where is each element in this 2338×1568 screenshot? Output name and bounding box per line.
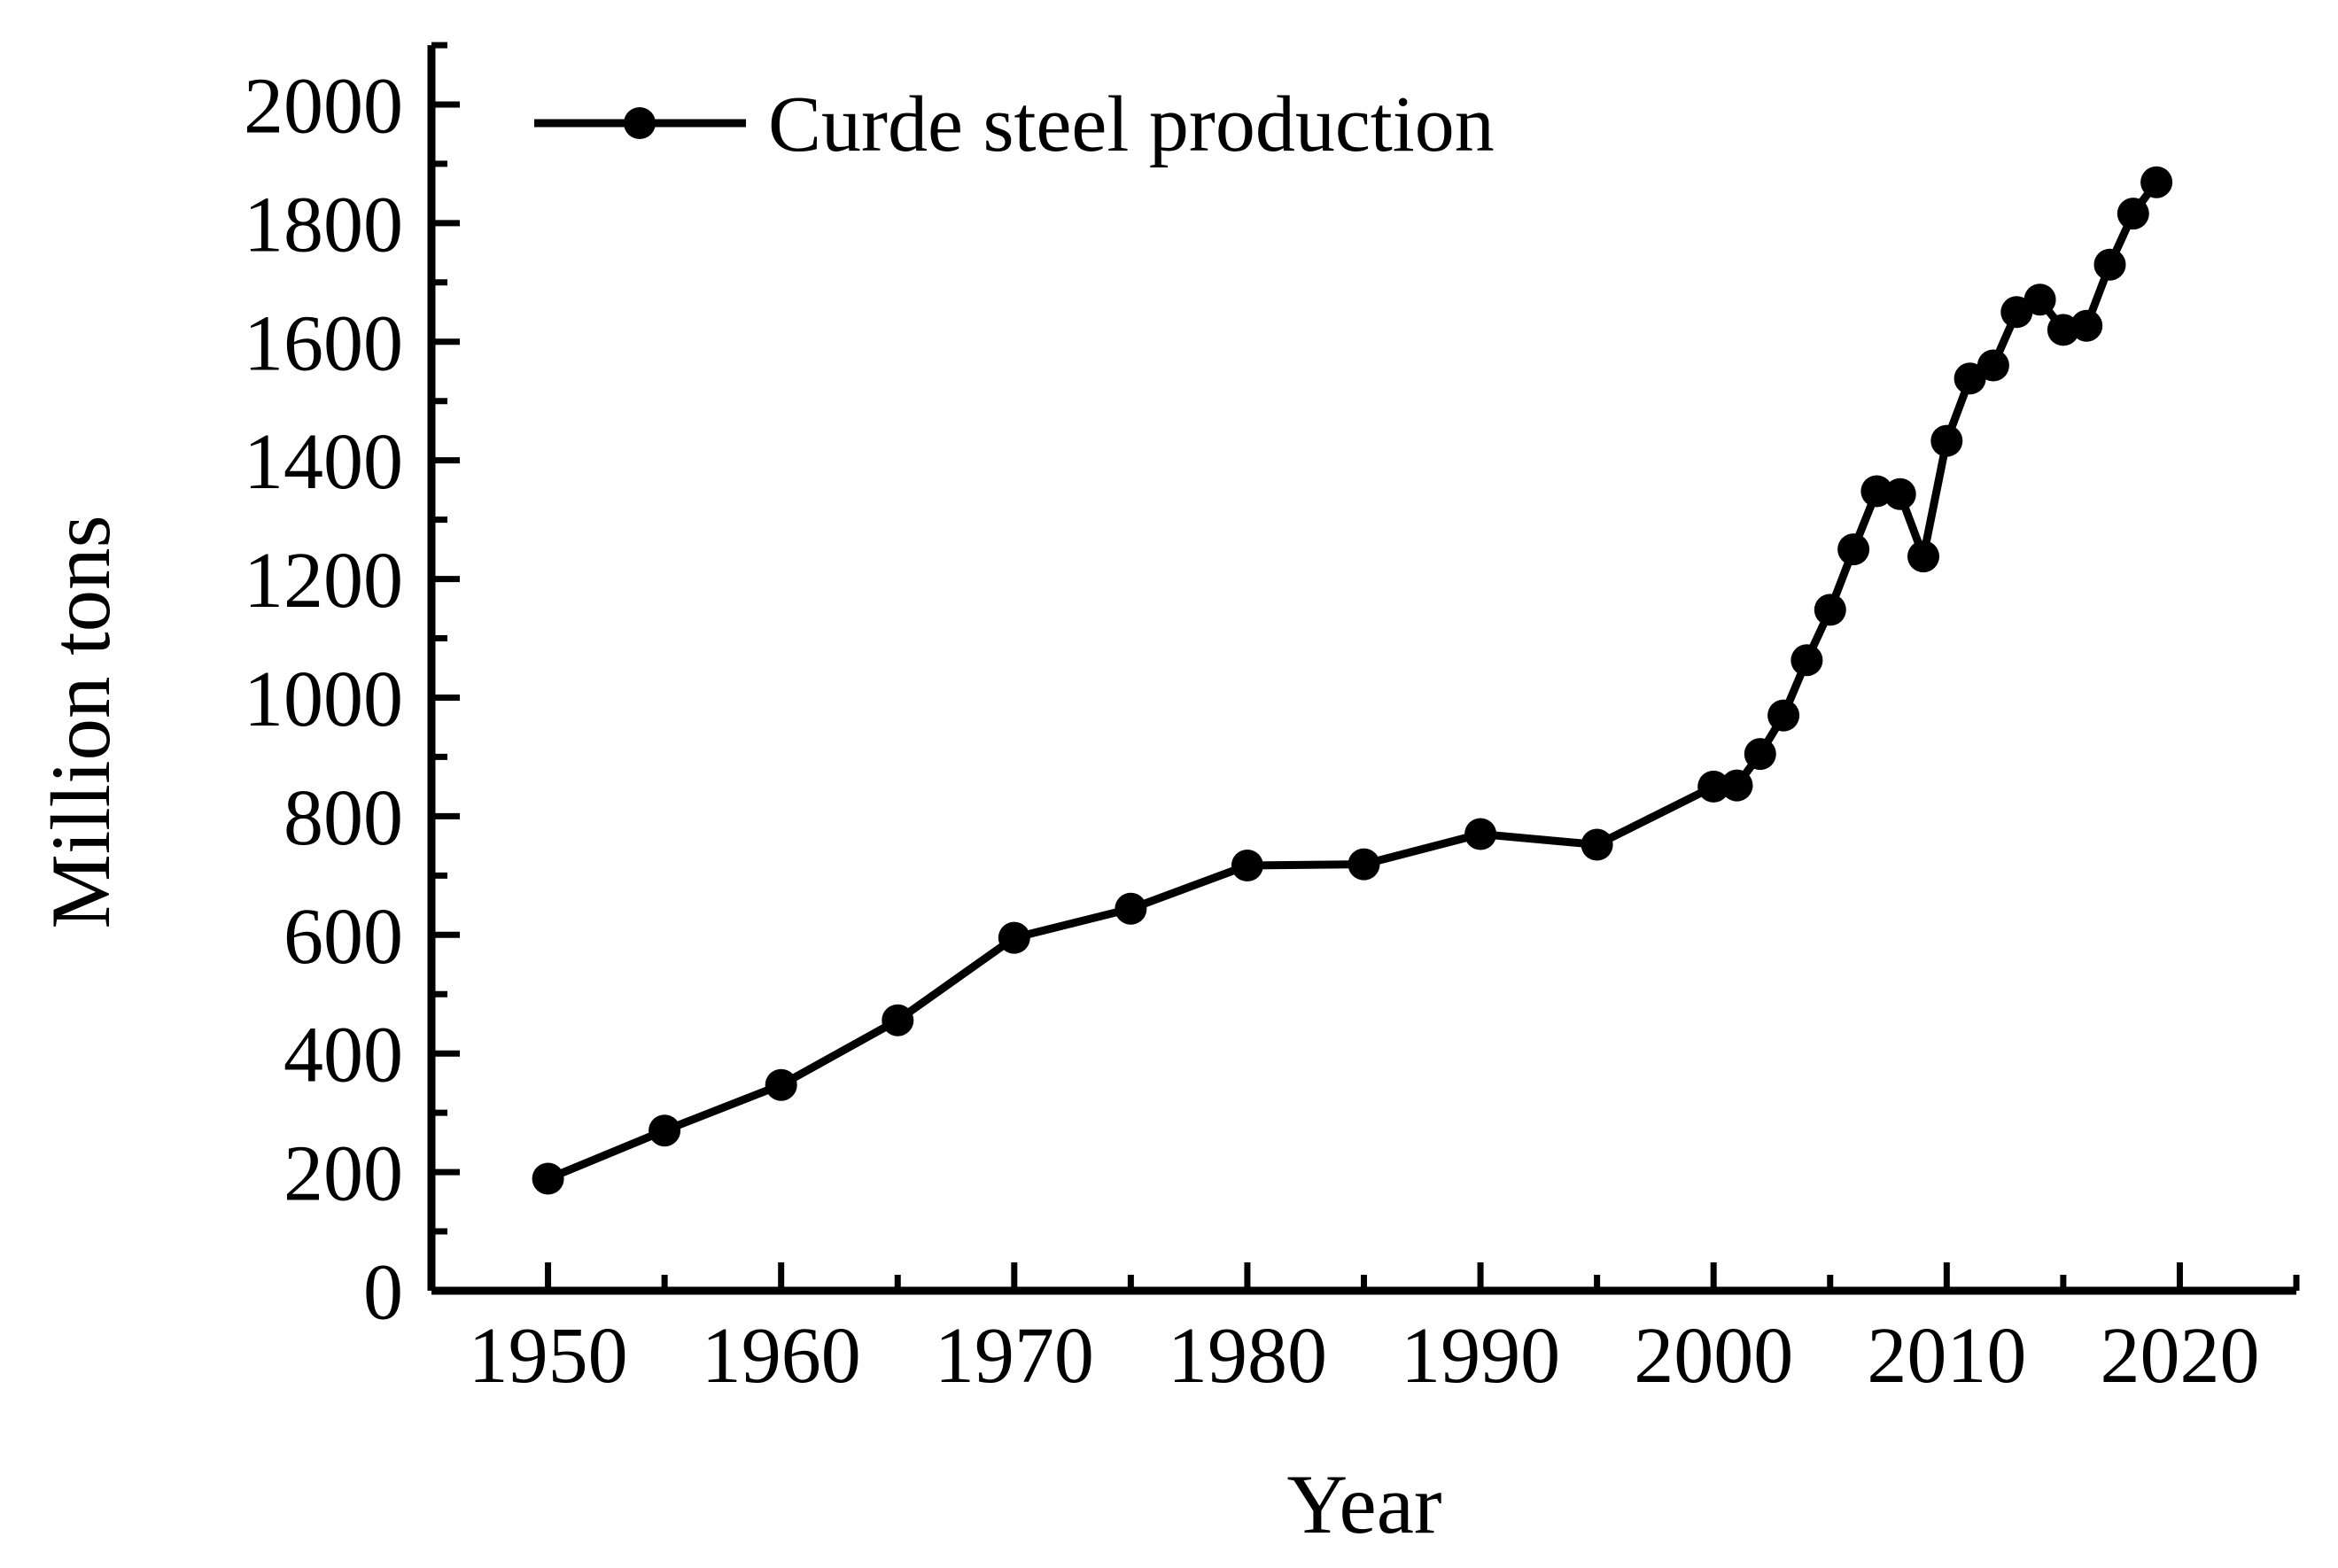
data-point-marker <box>1767 699 1800 732</box>
x-tick-label: 1980 <box>1168 1312 1327 1400</box>
data-point-marker <box>2023 283 2056 316</box>
data-point-marker <box>1860 475 1893 508</box>
y-tick-label: 1600 <box>244 299 403 387</box>
data-point-marker <box>1231 850 1263 881</box>
data-point-marker <box>1907 540 1939 573</box>
y-tick-label: 0 <box>363 1249 403 1337</box>
y-tick-label: 400 <box>284 1012 403 1099</box>
y-tick-label: 800 <box>284 774 403 862</box>
x-tick-label: 1970 <box>935 1312 1094 1400</box>
data-point-marker <box>1744 738 1776 771</box>
data-point-marker <box>1790 644 1823 677</box>
y-tick-label: 600 <box>284 893 403 981</box>
y-tick-label: 1400 <box>244 418 403 506</box>
data-point-marker <box>1977 349 2009 382</box>
data-point-marker <box>998 921 1030 954</box>
data-point-marker <box>1930 424 1963 457</box>
x-tick-label: 2010 <box>1867 1312 2026 1400</box>
data-point-marker <box>2000 296 2033 329</box>
x-tick-label: 1950 <box>469 1312 628 1400</box>
data-point-marker <box>2070 309 2103 342</box>
data-point-marker <box>1884 477 1916 510</box>
x-tick-label: 1990 <box>1401 1312 1560 1400</box>
legend: Curde steel production <box>534 81 1495 168</box>
data-series <box>532 166 2173 1195</box>
y-tick-label: 1800 <box>244 181 403 268</box>
x-tick-label: 2020 <box>2100 1312 2259 1400</box>
legend-marker-dot <box>624 107 656 139</box>
y-tick-label: 1200 <box>244 537 403 625</box>
x-tick-label: 1960 <box>702 1312 861 1400</box>
x-axis-title: Year <box>1286 1457 1441 1551</box>
y-axis-title: Million tons <box>34 515 128 928</box>
data-point-marker <box>1581 828 1613 861</box>
data-point-marker <box>1115 892 1147 925</box>
data-point-marker <box>1348 848 1380 881</box>
y-tick-label: 2000 <box>244 62 403 150</box>
data-point-marker <box>765 1068 797 1101</box>
data-point-marker <box>532 1162 564 1195</box>
data-point-marker <box>2093 248 2126 281</box>
data-point-marker <box>649 1114 681 1147</box>
data-point-marker <box>1954 362 1986 395</box>
series-line <box>546 180 2160 1183</box>
data-point-marker <box>1697 770 1730 803</box>
y-tick-label: 200 <box>284 1130 403 1218</box>
data-point-marker <box>2140 166 2173 198</box>
y-tick-label: 1000 <box>244 656 403 743</box>
x-tick-label: 2000 <box>1634 1312 1793 1400</box>
data-point-marker <box>882 1004 914 1036</box>
data-point-marker <box>1464 818 1497 850</box>
data-point-marker <box>1837 533 1870 566</box>
data-point-marker <box>1720 769 1753 802</box>
data-point-marker <box>2117 198 2149 230</box>
axes: 1950 1960 1970 1980 1990 2000 2010 2020 0 200 400 6… <box>244 42 2300 1400</box>
legend-label: Curde steel production <box>768 81 1495 168</box>
data-point-marker <box>1814 594 1846 626</box>
